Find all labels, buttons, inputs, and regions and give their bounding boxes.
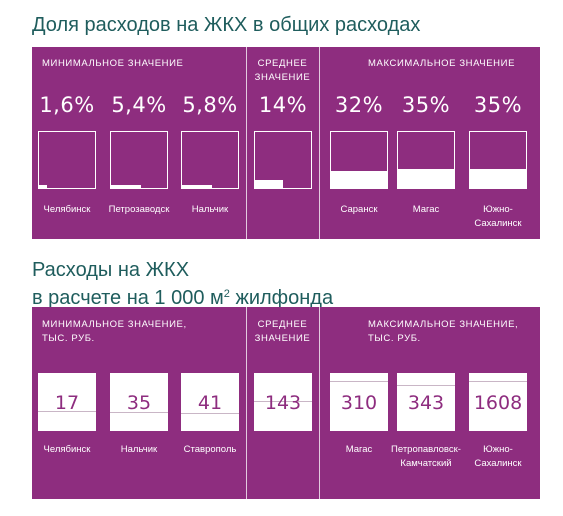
share-fill xyxy=(111,185,141,188)
chart2-title-line2: в расчете на 1 000 м2 жилфонда xyxy=(32,283,333,309)
value-label: 35% xyxy=(473,93,523,117)
city-label-line: Сахалинск xyxy=(474,458,522,469)
group-header-avg-line2: ЗНАЧЕНИЕ xyxy=(254,72,311,83)
share-box xyxy=(254,131,312,189)
share-fill xyxy=(39,185,47,188)
city-label-line: Петропавловск- xyxy=(391,444,461,455)
group-header-min-line2: ТЫС. РУБ. xyxy=(42,333,95,344)
city-label-line: Челябинск xyxy=(43,204,91,215)
cost-box: 343 xyxy=(397,373,455,431)
chart2-title-main: в расчете на 1 000 м xyxy=(32,287,224,309)
cost-box: 41 xyxy=(181,373,239,431)
city-label-line: Нальчик xyxy=(120,444,158,455)
cost-box: 310 xyxy=(330,373,388,431)
group-header-min: МИНИМАЛЬНОЕ ЗНАЧЕНИЕ xyxy=(42,58,184,69)
city-label-line: Магас xyxy=(412,204,440,215)
city-label-line: Челябинск xyxy=(43,444,91,455)
share-box xyxy=(110,131,168,189)
value-label: 343 xyxy=(407,392,445,414)
city-label: Челябинск xyxy=(27,443,107,457)
share-fill xyxy=(331,171,387,188)
chart2-title-line1: Расходы на ЖКХ xyxy=(32,259,190,281)
value-label: 310 xyxy=(340,392,378,414)
share-fill xyxy=(398,169,454,188)
value-label: 5,8% xyxy=(182,93,238,117)
chart2-title-tail: жилфонда xyxy=(229,287,334,309)
city-label: Магас xyxy=(319,443,399,457)
cost-box-line xyxy=(181,413,239,414)
value-label: 41 xyxy=(197,392,223,414)
group-header-avg-line1: СРЕДНЕЕ xyxy=(257,319,308,330)
chart2-title-sup: 2 xyxy=(223,288,230,300)
value-label: 32% xyxy=(334,93,384,117)
cost-box-line xyxy=(38,411,96,412)
divider xyxy=(246,47,247,239)
group-header-avg-line2: ЗНАЧЕНИЕ xyxy=(254,333,311,344)
share-box xyxy=(330,131,388,189)
group-header-min: МИНИМАЛЬНОЕ ЗНАЧЕНИЕ, ТЫС. РУБ. xyxy=(42,318,187,346)
value-label: 35 xyxy=(126,392,152,414)
cost-box-line xyxy=(330,381,388,382)
city-label: Нальчик xyxy=(170,203,250,217)
cost-box-line xyxy=(110,412,168,413)
chart1-title: Доля расходов на ЖКХ в общих расходах xyxy=(32,14,421,36)
value-label: 1,6% xyxy=(39,93,95,117)
city-label-line: Ставрополь xyxy=(183,444,237,455)
city-label: Нальчик xyxy=(99,443,179,457)
city-label: Южно- Сахалинск xyxy=(458,203,538,231)
share-fill xyxy=(470,169,526,188)
city-label-line: Магас xyxy=(345,444,373,455)
share-box xyxy=(181,131,239,189)
value-label: 14% xyxy=(258,93,308,117)
group-header-min-line1: МИНИМАЛЬНОЕ ЗНАЧЕНИЕ, xyxy=(42,319,187,330)
city-label-line: Южно- xyxy=(483,444,513,455)
city-label: Ставрополь xyxy=(170,443,250,457)
cost-box: 17 xyxy=(38,373,96,431)
share-fill xyxy=(182,185,212,188)
share-panel: МИНИМАЛЬНОЕ ЗНАЧЕНИЕ СРЕДНЕЕ ЗНАЧЕНИЕ МА… xyxy=(32,47,540,239)
divider xyxy=(246,307,247,499)
city-label-line: Южно- xyxy=(483,204,513,215)
cost-box-line xyxy=(254,401,312,402)
group-header-avg: СРЕДНЕЕ ЗНАЧЕНИЕ xyxy=(246,57,319,85)
cost-box: 35 xyxy=(110,373,168,431)
share-box xyxy=(469,131,527,189)
value-label: 35% xyxy=(401,93,451,117)
divider xyxy=(319,307,320,499)
divider xyxy=(319,47,320,239)
share-fill xyxy=(255,180,283,188)
value-label: 143 xyxy=(264,392,302,414)
group-header-max: МАКСИМАЛЬНОЕ ЗНАЧЕНИЕ, ТЫС. РУБ. xyxy=(368,318,518,346)
share-box xyxy=(397,131,455,189)
group-header-max-line2: ТЫС. РУБ. xyxy=(368,333,421,344)
city-label: Челябинск xyxy=(27,203,107,217)
group-header-avg: СРЕДНЕЕ ЗНАЧЕНИЕ xyxy=(246,318,319,346)
group-header-avg-line1: СРЕДНЕЕ xyxy=(257,58,308,69)
cost-box: 143 xyxy=(254,373,312,431)
value-label: 1608 xyxy=(473,392,523,414)
cost-box: 1608 xyxy=(469,373,527,431)
value-label: 5,4% xyxy=(111,93,167,117)
cost-box-line xyxy=(469,381,527,382)
city-label-line: Петрозаводск xyxy=(108,204,170,215)
cost-box-line xyxy=(397,385,455,386)
city-label: Южно- Сахалинск xyxy=(458,443,538,471)
city-label-line: Камчатский xyxy=(400,458,452,469)
group-header-max-line1: МАКСИМАЛЬНОЕ ЗНАЧЕНИЕ, xyxy=(368,319,519,330)
group-header-max: МАКСИМАЛЬНОЕ ЗНАЧЕНИЕ xyxy=(368,58,516,69)
value-label: 17 xyxy=(54,392,80,414)
city-label: Петропавловск- Камчатский xyxy=(386,443,466,471)
share-box xyxy=(38,131,96,189)
city-label-line: Саранск xyxy=(340,204,378,215)
city-label-line: Сахалинск xyxy=(474,218,522,229)
city-label-line: Нальчик xyxy=(191,204,229,215)
city-label: Петрозаводск xyxy=(99,203,179,217)
city-label: Магас xyxy=(386,203,466,217)
city-label: Саранск xyxy=(319,203,399,217)
cost-panel: МИНИМАЛЬНОЕ ЗНАЧЕНИЕ, ТЫС. РУБ. СРЕДНЕЕ … xyxy=(32,307,540,499)
